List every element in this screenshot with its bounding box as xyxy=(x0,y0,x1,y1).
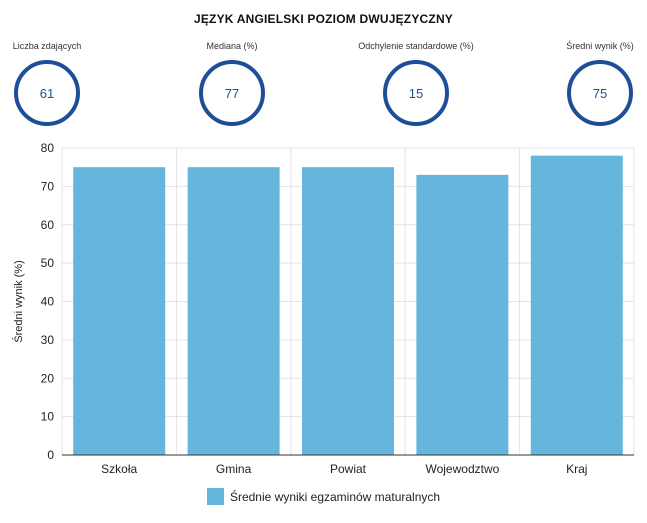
kpi-liczba-zdajacych: Liczba zdających 61 xyxy=(0,40,117,126)
chart-title: JĘZYK ANGIELSKI POZIOM DWUJĘZYCZNY xyxy=(193,12,454,26)
kpi-sredni-wynik: Średni wynik (%) 75 xyxy=(530,40,647,126)
x-tick-label: Gmina xyxy=(216,462,252,476)
legend: Średnie wyniki egzaminów maturalnych xyxy=(0,488,647,505)
y-tick-label: 50 xyxy=(41,256,55,270)
kpi-ring: 15 xyxy=(383,60,449,126)
y-tick-label: 0 xyxy=(47,448,54,462)
kpi-label: Liczba zdających xyxy=(12,41,82,51)
kpi-label: Średni wynik (%) xyxy=(566,41,634,51)
bar xyxy=(530,155,623,456)
y-tick-label: 80 xyxy=(41,141,55,155)
y-tick-label: 10 xyxy=(41,410,55,424)
y-tick-label: 60 xyxy=(41,218,55,232)
kpi-value: 75 xyxy=(592,85,608,101)
kpi-value: 15 xyxy=(408,85,424,101)
kpi-odchylenie: Odchylenie standardowe (%) 15 xyxy=(346,40,486,126)
kpi-ring: 75 xyxy=(567,60,633,126)
y-tick-label: 20 xyxy=(41,371,55,385)
legend-label: Średnie wyniki egzaminów maturalnych xyxy=(229,489,441,504)
kpi-mediana: Mediana (%) 77 xyxy=(162,40,302,126)
kpi-value: 61 xyxy=(39,85,55,101)
kpi-ring: 61 xyxy=(14,60,80,126)
y-tick-label: 70 xyxy=(41,179,55,193)
y-tick-label: 30 xyxy=(41,333,55,347)
kpi-label: Mediana (%) xyxy=(206,41,258,51)
y-tick-label: 40 xyxy=(41,295,55,309)
bar xyxy=(73,167,166,455)
kpi-label: Odchylenie standardowe (%) xyxy=(358,41,474,51)
x-tick-label: Szkoła xyxy=(101,462,137,476)
kpi-ring: 77 xyxy=(199,60,265,126)
x-tick-label: Wojewodztwo xyxy=(425,462,499,476)
bar xyxy=(416,174,509,456)
legend-swatch xyxy=(206,488,224,505)
bar xyxy=(302,167,394,455)
bar xyxy=(187,167,280,455)
kpi-value: 77 xyxy=(224,85,240,101)
x-tick-label: Kraj xyxy=(566,462,587,476)
y-axis-label: Średni wynik (%) xyxy=(12,260,25,343)
x-tick-label: Powiat xyxy=(330,462,367,476)
